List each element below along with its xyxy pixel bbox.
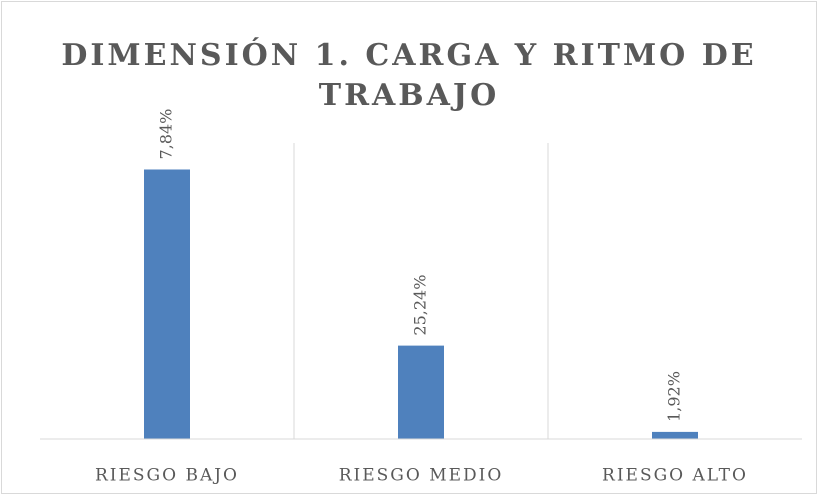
x-tick-label: RIESGO ALTO <box>602 466 748 486</box>
x-tick-label: RIESGO BAJO <box>95 466 239 486</box>
data-label: 1,92% <box>665 371 684 422</box>
bar <box>144 169 190 439</box>
x-tick-label: RIESGO MEDIO <box>339 466 504 486</box>
data-label: 25,24% <box>411 275 430 336</box>
data-label: 7,84% <box>157 109 176 160</box>
bar <box>398 345 444 439</box>
chart-title: DIMENSIÓN 1. CARGA Y RITMO DE TRABAJO <box>61 38 757 113</box>
bar <box>652 431 698 439</box>
